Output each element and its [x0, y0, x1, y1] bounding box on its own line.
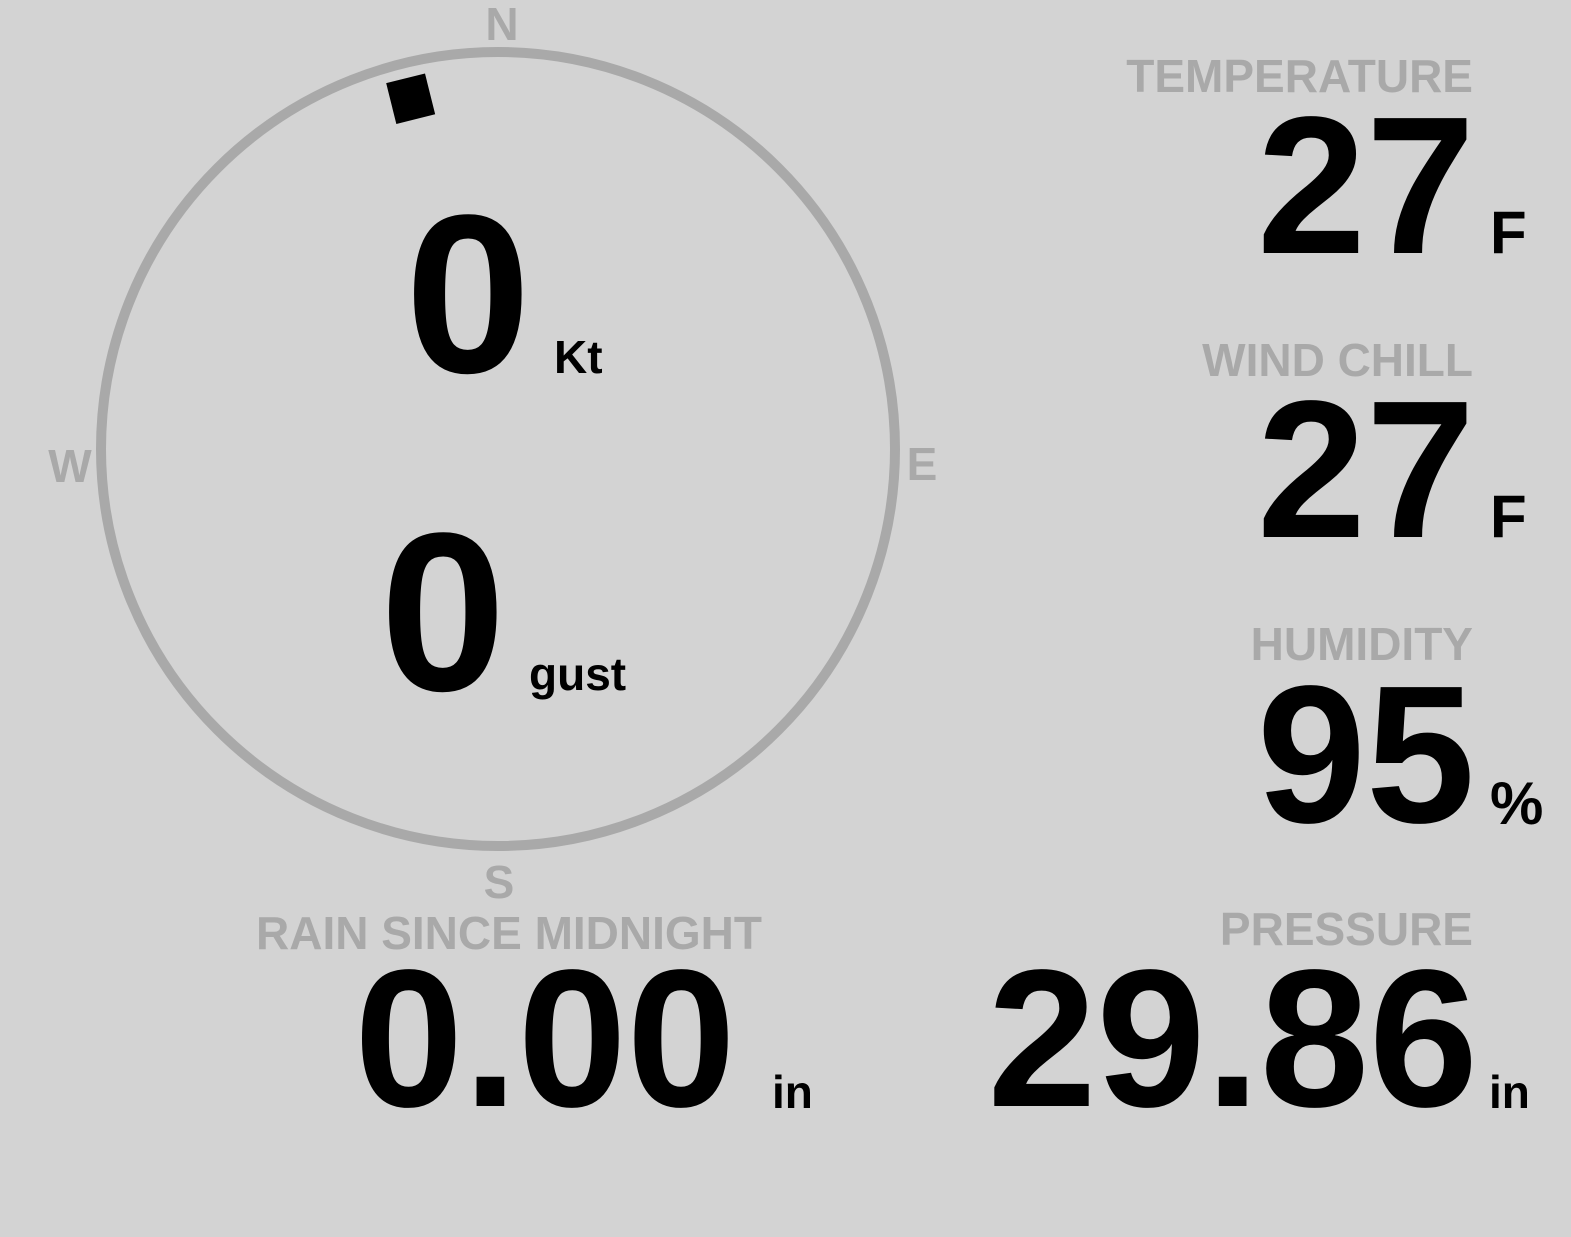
pressure-value: 29.86 — [988, 929, 1478, 1148]
compass-west-label: W — [48, 440, 92, 492]
rain-value: 0.00 — [354, 929, 735, 1148]
humidity-panel: HUMIDITY 95 % — [1251, 618, 1544, 864]
wind-direction-marker — [386, 73, 436, 124]
gust-value: 0 — [380, 485, 506, 738]
rain-unit: in — [772, 1066, 813, 1118]
wind-speed-unit: Kt — [554, 331, 603, 383]
pressure-panel: PRESSURE 29.86 in — [988, 903, 1530, 1148]
wind-compass: N S E W 0 Kt 0 gust — [48, 0, 937, 908]
wind-chill-value: 27 — [1257, 360, 1475, 579]
compass-ring — [96, 47, 900, 851]
pressure-unit: in — [1489, 1066, 1530, 1118]
pressure-label: PRESSURE — [1220, 903, 1473, 955]
temperature-value: 27 — [1257, 76, 1475, 295]
humidity-value: 95 — [1257, 645, 1475, 864]
humidity-unit: % — [1490, 770, 1543, 837]
compass-south-label: S — [484, 856, 515, 908]
rain-label: RAIN SINCE MIDNIGHT — [256, 907, 762, 959]
gust-label: gust — [529, 648, 626, 700]
rain-panel: RAIN SINCE MIDNIGHT 0.00 in — [256, 907, 813, 1148]
compass-north-label: N — [485, 0, 518, 50]
wind-speed-value: 0 — [405, 167, 531, 420]
temperature-label: TEMPERATURE — [1126, 50, 1473, 102]
temperature-unit: F — [1490, 199, 1527, 266]
compass-east-label: E — [907, 438, 938, 490]
wind-chill-label: WIND CHILL — [1202, 334, 1473, 386]
wind-chill-panel: WIND CHILL 27 F — [1202, 334, 1527, 579]
humidity-label: HUMIDITY — [1251, 618, 1473, 670]
wind-chill-unit: F — [1490, 483, 1527, 550]
temperature-panel: TEMPERATURE 27 F — [1126, 50, 1526, 295]
